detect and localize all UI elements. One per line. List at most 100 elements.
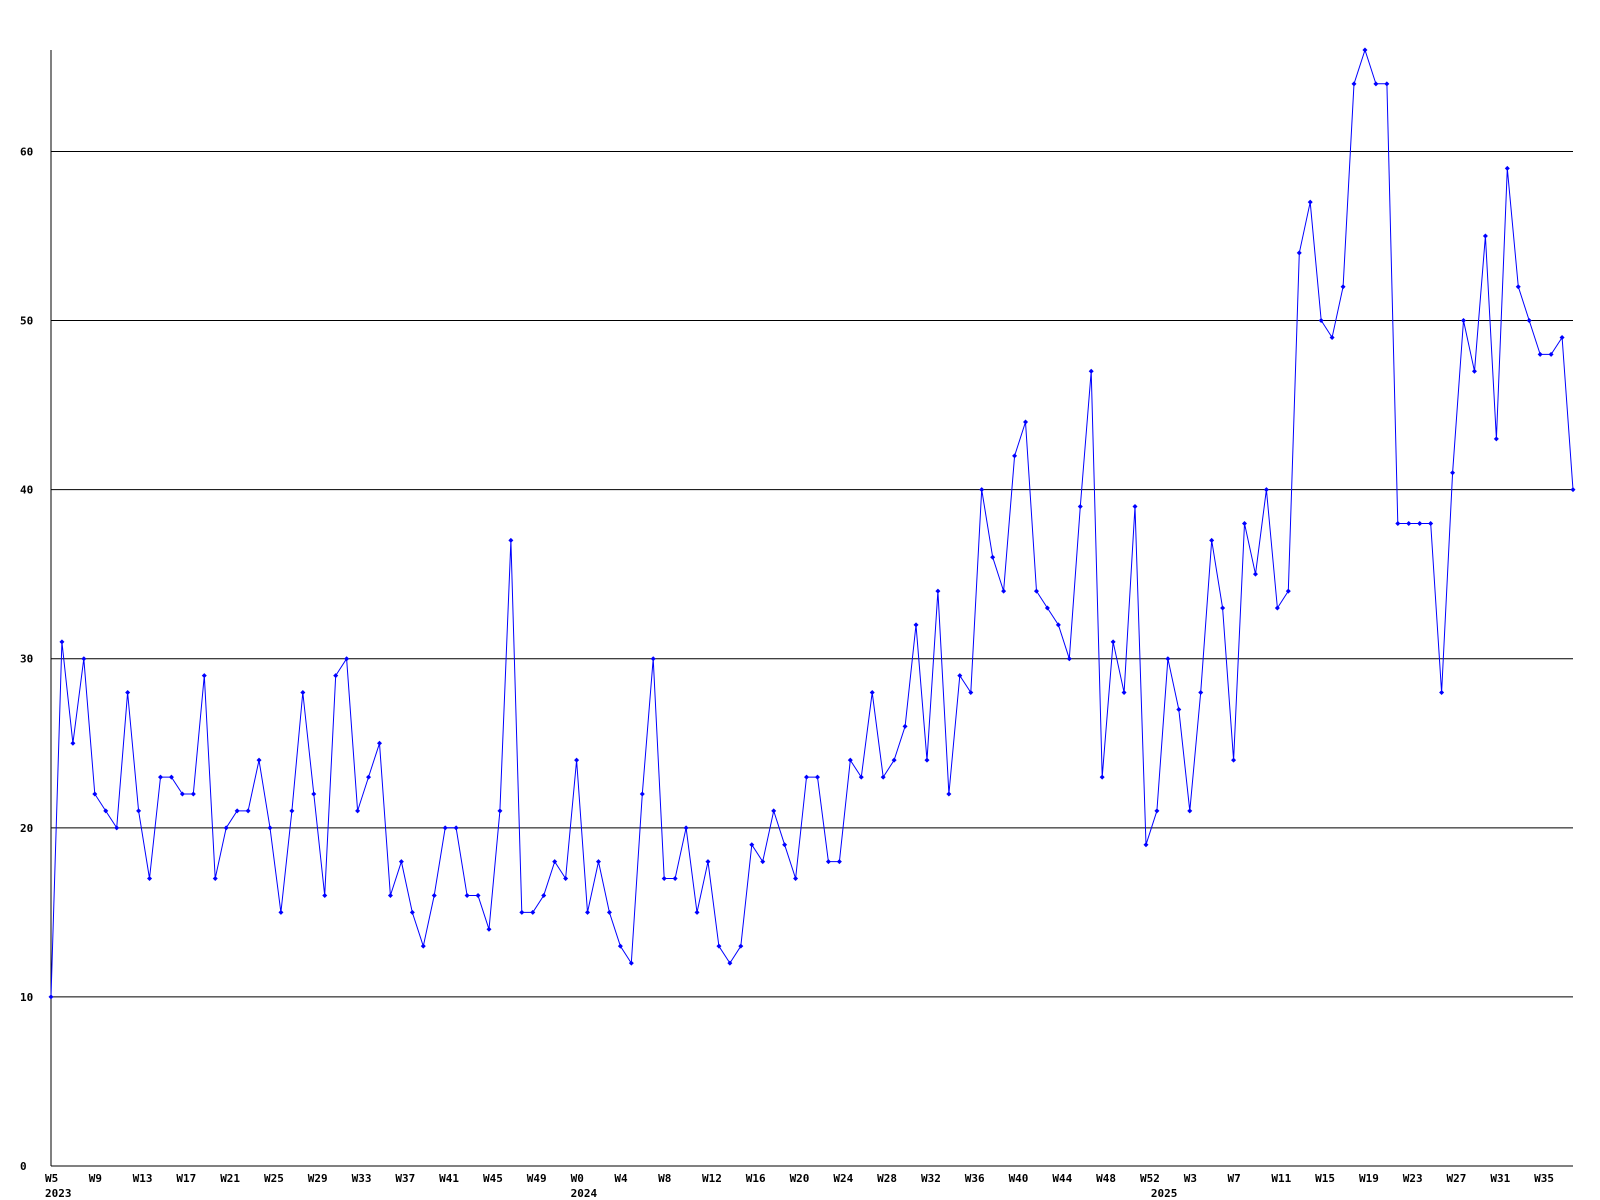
point bbox=[1187, 808, 1193, 814]
x-tick-label: W11 bbox=[1271, 1172, 1291, 1185]
point bbox=[431, 892, 437, 898]
y-tick-label: 10 bbox=[20, 991, 33, 1004]
point bbox=[1242, 520, 1248, 526]
point bbox=[1209, 537, 1215, 543]
point bbox=[81, 656, 87, 662]
point bbox=[256, 757, 262, 763]
x-tick-label: W21 bbox=[220, 1172, 240, 1185]
point bbox=[1154, 808, 1160, 814]
point bbox=[168, 774, 174, 780]
point bbox=[979, 487, 985, 493]
point bbox=[1395, 520, 1401, 526]
point bbox=[1285, 588, 1291, 594]
point bbox=[114, 825, 120, 831]
point bbox=[825, 859, 831, 865]
x-tick-label: W31 bbox=[1490, 1172, 1510, 1185]
point bbox=[1417, 520, 1423, 526]
point bbox=[333, 673, 339, 679]
point bbox=[1252, 571, 1258, 577]
point bbox=[1471, 368, 1477, 374]
point bbox=[858, 774, 864, 780]
point bbox=[267, 825, 273, 831]
point bbox=[420, 943, 426, 949]
point bbox=[179, 791, 185, 797]
x-tick-label: W8 bbox=[658, 1172, 671, 1185]
point bbox=[1077, 504, 1083, 510]
point bbox=[136, 808, 142, 814]
point bbox=[814, 774, 820, 780]
point bbox=[1088, 368, 1094, 374]
x-tick-label: W49 bbox=[527, 1172, 547, 1185]
point bbox=[1274, 605, 1280, 611]
point bbox=[847, 757, 853, 763]
point bbox=[1143, 842, 1149, 848]
point bbox=[1461, 318, 1467, 324]
point bbox=[793, 876, 799, 882]
x-tick-label: W5 bbox=[45, 1172, 58, 1185]
point bbox=[1362, 47, 1368, 53]
point bbox=[1033, 588, 1039, 594]
point bbox=[1001, 588, 1007, 594]
point bbox=[869, 690, 875, 696]
x-tick-label: W37 bbox=[395, 1172, 415, 1185]
point bbox=[1198, 690, 1204, 696]
x-tick-label: W44 bbox=[1052, 1172, 1072, 1185]
point bbox=[935, 588, 941, 594]
point bbox=[409, 909, 415, 915]
point bbox=[322, 892, 328, 898]
point bbox=[804, 774, 810, 780]
point bbox=[475, 892, 481, 898]
x-tick-label: W13 bbox=[133, 1172, 153, 1185]
point bbox=[1012, 453, 1018, 459]
point bbox=[683, 825, 689, 831]
y-tick-label: 0 bbox=[20, 1160, 27, 1173]
point bbox=[103, 808, 109, 814]
point bbox=[1504, 165, 1510, 171]
point bbox=[716, 943, 722, 949]
x-tick-label: W45 bbox=[483, 1172, 503, 1185]
y-tick-label: 20 bbox=[20, 822, 33, 835]
point bbox=[497, 808, 503, 814]
point bbox=[628, 960, 634, 966]
point bbox=[1066, 656, 1072, 662]
point bbox=[355, 808, 361, 814]
point bbox=[705, 859, 711, 865]
point bbox=[891, 757, 897, 763]
point bbox=[968, 690, 974, 696]
point bbox=[398, 859, 404, 865]
point bbox=[1493, 436, 1499, 442]
point bbox=[606, 909, 612, 915]
point bbox=[1176, 706, 1182, 712]
point bbox=[70, 740, 76, 746]
point bbox=[245, 808, 251, 814]
point bbox=[300, 690, 306, 696]
point bbox=[1570, 487, 1576, 493]
point bbox=[694, 909, 700, 915]
point bbox=[727, 960, 733, 966]
point bbox=[212, 876, 218, 882]
point bbox=[552, 859, 558, 865]
year-label: 2023 bbox=[45, 1187, 72, 1200]
point bbox=[672, 876, 678, 882]
x-tick-label: W25 bbox=[264, 1172, 284, 1185]
point bbox=[147, 876, 153, 882]
point bbox=[1428, 520, 1434, 526]
point bbox=[1548, 351, 1554, 357]
point bbox=[1132, 504, 1138, 510]
point bbox=[585, 909, 591, 915]
x-tick-label: W3 bbox=[1184, 1172, 1197, 1185]
point bbox=[661, 876, 667, 882]
point bbox=[1559, 334, 1565, 340]
x-tick-label: W48 bbox=[1096, 1172, 1116, 1185]
point bbox=[771, 808, 777, 814]
point bbox=[1110, 639, 1116, 645]
point bbox=[1023, 419, 1029, 425]
point bbox=[617, 943, 623, 949]
x-tick-label: W33 bbox=[352, 1172, 372, 1185]
x-tick-label: W32 bbox=[921, 1172, 941, 1185]
line bbox=[50, 48, 1574, 997]
point bbox=[1055, 622, 1061, 628]
point bbox=[376, 740, 382, 746]
x-tick-label: W28 bbox=[877, 1172, 897, 1185]
